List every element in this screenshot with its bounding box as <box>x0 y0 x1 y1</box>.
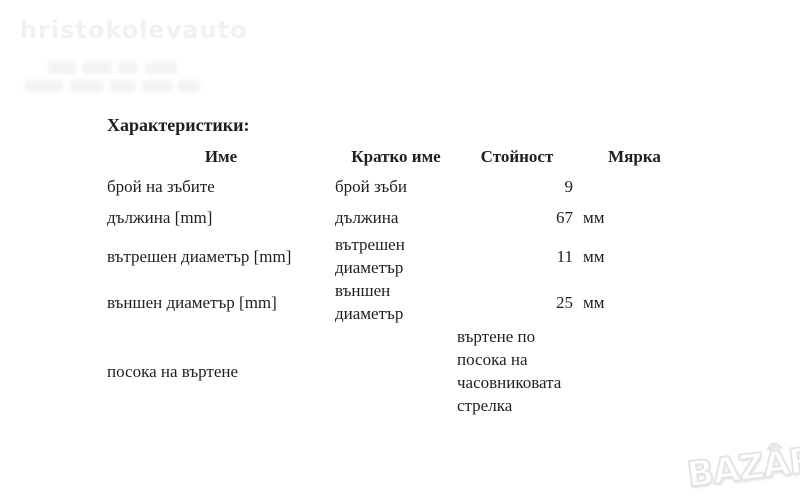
cell-short-name: вътрешен диаметър <box>335 235 405 277</box>
cell-unit: мм <box>583 292 605 312</box>
watermark-blur-bar <box>70 80 104 92</box>
watermark-blur-bar <box>142 80 172 92</box>
watermark-blur-bar <box>145 62 177 74</box>
table-row: дължина [mm] дължина 67 мм <box>107 202 692 233</box>
bazar-logo: BAZÂR <box>684 439 800 496</box>
cell-name: вътрешен диаметър [mm] <box>107 246 292 266</box>
characteristics-table: Име Кратко име Стойност Мярка брой на зъ… <box>107 142 692 417</box>
cell-value: 67 <box>556 208 573 227</box>
seller-watermark-text: hristokolevauto <box>20 16 248 44</box>
cell-value: 25 <box>556 292 573 312</box>
watermark-blur-bar <box>110 80 136 92</box>
cell-short-name: брой зъби <box>335 176 407 196</box>
column-header-short-name: Кратко име <box>351 146 441 166</box>
watermark-blur-bar <box>48 62 76 74</box>
column-header-unit: Мярка <box>608 146 661 166</box>
table-header-row: Име Кратко име Стойност Мярка <box>107 142 692 170</box>
cell-value: 11 <box>556 246 573 266</box>
cell-name: външен диаметър [mm] <box>107 292 277 312</box>
cell-value: 9 <box>564 176 574 196</box>
watermark-blur-bar <box>25 80 63 92</box>
cell-short-name: дължина <box>335 208 399 227</box>
watermark-blur-bar <box>118 62 138 74</box>
cell-unit: мм <box>583 208 605 227</box>
cell-name: посока на въртене <box>107 361 239 381</box>
watermark-blur-bar <box>82 62 112 74</box>
table-row: вътрешен диаметър [mm] вътрешен диаметър… <box>107 233 692 279</box>
cell-value: въртене по посока на часовниковата стрел… <box>457 327 562 415</box>
column-header-name: Име <box>204 146 238 166</box>
table-row: посока на въртене въртене по посока на ч… <box>107 325 692 417</box>
cell-name: дължина [mm] <box>107 208 213 227</box>
cell-short-name: външен диаметър <box>335 281 404 323</box>
column-header-value: Стойност <box>480 146 554 166</box>
table-row: брой на зъбите брой зъби 9 <box>107 170 692 202</box>
watermark-blur-bar <box>178 80 200 92</box>
cell-unit: мм <box>583 246 605 266</box>
section-title: Характеристики: <box>107 115 250 135</box>
cell-name: брой на зъбите <box>107 176 215 196</box>
table-row: външен диаметър [mm] външен диаметър 25 … <box>107 279 692 325</box>
